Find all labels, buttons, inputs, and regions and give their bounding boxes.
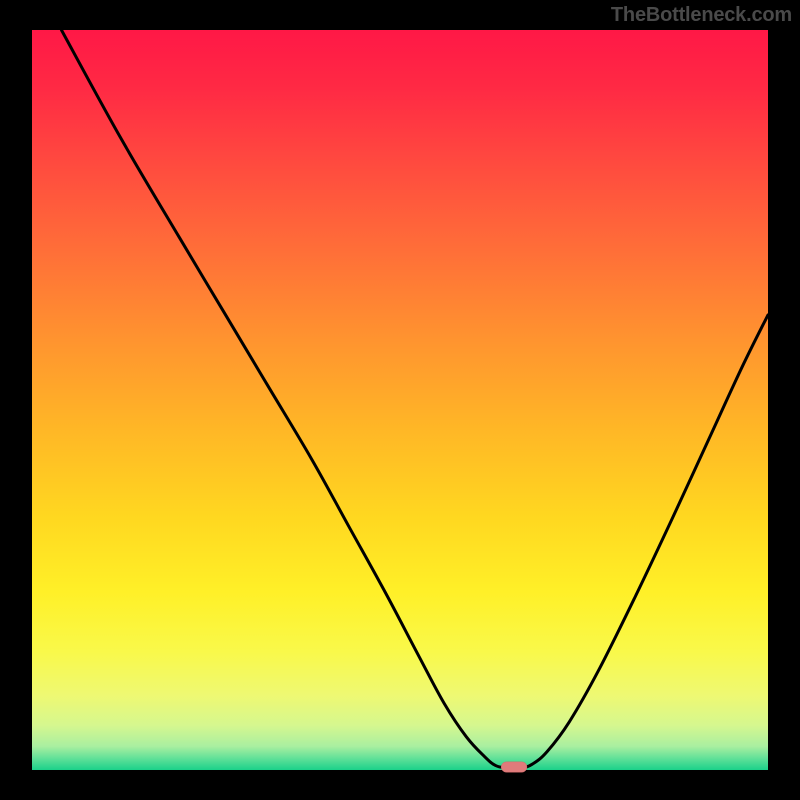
optimum-marker [501,762,527,772]
bottleneck-chart [0,0,800,800]
plot-area [32,30,768,770]
watermark-text: TheBottleneck.com [611,4,792,27]
chart-container: TheBottleneck.com [0,0,800,800]
